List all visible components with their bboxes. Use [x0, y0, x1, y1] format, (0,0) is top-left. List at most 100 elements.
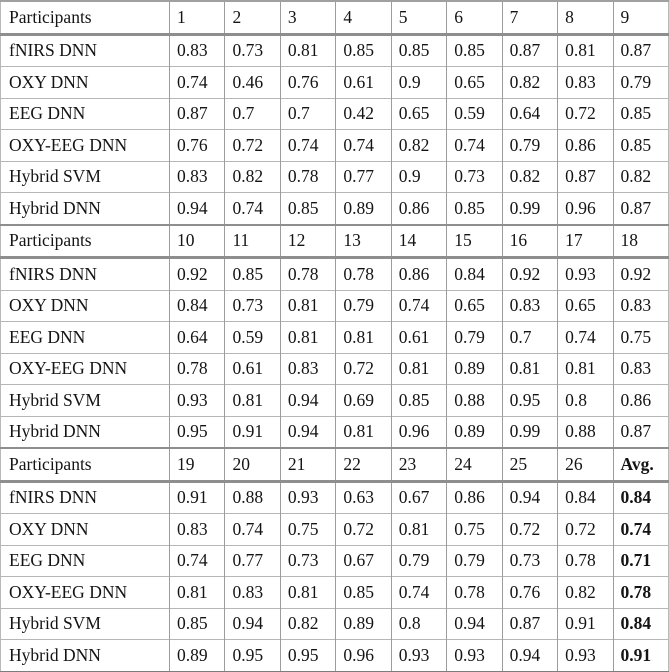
- method-label: Hybrid SVM: [0, 160, 170, 193]
- accuracy-value-cell: 0.91: [557, 607, 613, 640]
- accuracy-value-cell: 0.74: [224, 513, 281, 545]
- accuracy-value-cell: 0.74: [168, 66, 225, 98]
- method-label: Hybrid SVM: [0, 607, 170, 640]
- accuracy-value-cell: 0.85: [612, 129, 669, 161]
- accuracy-value-cell: 0.67: [390, 480, 447, 514]
- accuracy-value-cell: 0.74: [390, 576, 447, 608]
- accuracy-value-cell: 0.72: [501, 513, 558, 545]
- method-row: fNIRS DNN 0.92 0.85 0.78 0.78 0.86 0.84 0.92 0.9…: [0, 257, 669, 290]
- method-row: OXY DNN 0.83 0.74 0.75 0.72 0.81 0.75 0.72 0.72 0…: [0, 513, 669, 545]
- accuracy-value-cell: 0.7: [224, 97, 281, 130]
- accuracy-value-cell: 0.84: [612, 480, 669, 514]
- accuracy-value-cell: 0.87: [501, 607, 558, 640]
- accuracy-value-cell: 0.81: [390, 352, 447, 385]
- accuracy-value-cell: 0.94: [224, 607, 281, 640]
- accuracy-value-cell: 0.82: [224, 160, 281, 193]
- participant-column-header: 15: [446, 223, 503, 259]
- accuracy-value-cell: 0.74: [168, 544, 225, 577]
- accuracy-value-cell: 0.92: [168, 257, 225, 290]
- accuracy-value-cell: 0.83: [501, 289, 558, 322]
- accuracy-value-cell: 0.91: [168, 480, 225, 514]
- accuracy-value-cell: 0.81: [557, 352, 613, 385]
- method-row: Hybrid SVM 0.83 0.82 0.78 0.77 0.9 0.73 0.82 0.8…: [0, 160, 669, 193]
- accuracy-value-cell: 0.95: [224, 639, 281, 672]
- accuracy-value-cell: 0.93: [557, 639, 613, 672]
- accuracy-value-cell: 0.83: [168, 513, 225, 545]
- method-label: OXY DNN: [0, 289, 170, 322]
- accuracy-value-cell: 0.92: [501, 257, 558, 290]
- participant-column-header: Avg.: [612, 447, 669, 483]
- accuracy-value-cell: 0.65: [446, 66, 503, 98]
- accuracy-value-cell: 0.73: [224, 289, 281, 322]
- accuracy-value-cell: 0.82: [279, 607, 336, 640]
- participant-column-header: 23: [390, 447, 447, 483]
- accuracy-value-cell: 0.81: [557, 33, 613, 67]
- method-label: EEG DNN: [0, 97, 170, 130]
- method-row: fNIRS DNN 0.91 0.88 0.93 0.63 0.67 0.86 0.94 0.8…: [0, 480, 669, 514]
- accuracy-value-cell: 0.72: [557, 97, 613, 130]
- method-row: OXY-EEG DNN 0.81 0.83 0.81 0.85 0.74 0.78 0.76 0…: [0, 576, 669, 608]
- accuracy-value-cell: 0.79: [446, 321, 503, 353]
- accuracy-value-cell: 0.85: [335, 33, 392, 67]
- participants-header-label: Participants: [0, 447, 170, 483]
- accuracy-value-cell: 0.74: [335, 129, 392, 161]
- accuracy-value-cell: 0.94: [168, 192, 225, 225]
- participants-header-label: Participants: [0, 223, 170, 259]
- accuracy-value-cell: 0.89: [446, 352, 503, 385]
- accuracy-value-cell: 0.73: [501, 544, 558, 577]
- accuracy-value-cell: 0.9: [390, 160, 447, 193]
- participant-column-header: 7: [501, 0, 558, 36]
- accuracy-value-cell: 0.76: [279, 66, 336, 98]
- accuracy-value-cell: 0.85: [224, 257, 281, 290]
- accuracy-value-cell: 0.84: [168, 289, 225, 322]
- accuracy-value-cell: 0.74: [390, 289, 447, 322]
- accuracy-value-cell: 0.99: [501, 192, 558, 225]
- accuracy-value-cell: 0.81: [279, 33, 336, 67]
- accuracy-value-cell: 0.82: [557, 576, 613, 608]
- participant-column-header: 6: [446, 0, 503, 36]
- accuracy-value-cell: 0.7: [279, 97, 336, 130]
- accuracy-value-cell: 0.93: [446, 639, 503, 672]
- participants-header-label: Participants: [0, 0, 170, 36]
- accuracy-value-cell: 0.87: [557, 160, 613, 193]
- participant-column-header: 25: [501, 447, 558, 483]
- participant-column-header: 12: [279, 223, 336, 259]
- accuracy-value-cell: 0.78: [168, 352, 225, 385]
- accuracy-value-cell: 0.76: [501, 576, 558, 608]
- accuracy-value-cell: 0.77: [224, 544, 281, 577]
- accuracy-value-cell: 0.9: [390, 66, 447, 98]
- accuracy-value-cell: 0.85: [335, 576, 392, 608]
- accuracy-value-cell: 0.82: [390, 129, 447, 161]
- accuracy-value-cell: 0.83: [612, 289, 669, 322]
- participant-column-header: 24: [446, 447, 503, 483]
- accuracy-value-cell: 0.85: [390, 33, 447, 67]
- accuracy-value-cell: 0.95: [279, 639, 336, 672]
- accuracy-value-cell: 0.83: [224, 576, 281, 608]
- accuracy-value-cell: 0.67: [335, 544, 392, 577]
- accuracy-value-cell: 0.85: [279, 192, 336, 225]
- accuracy-value-cell: 0.83: [168, 33, 225, 67]
- participant-column-header: 11: [224, 223, 281, 259]
- accuracy-value-cell: 0.7: [501, 321, 558, 353]
- accuracy-value-cell: 0.65: [557, 289, 613, 322]
- accuracy-value-cell: 0.83: [279, 352, 336, 385]
- method-row: Hybrid DNN 0.89 0.95 0.95 0.96 0.93 0.93 0.94 0.…: [0, 639, 669, 672]
- accuracy-value-cell: 0.91: [224, 415, 281, 448]
- accuracy-value-cell: 0.88: [446, 384, 503, 416]
- accuracy-value-cell: 0.78: [612, 576, 669, 608]
- accuracy-value-cell: 0.83: [557, 66, 613, 98]
- accuracy-value-cell: 0.78: [335, 257, 392, 290]
- accuracy-value-cell: 0.61: [224, 352, 281, 385]
- accuracy-value-cell: 0.8: [557, 384, 613, 416]
- accuracy-value-cell: 0.72: [224, 129, 281, 161]
- method-row: Hybrid DNN 0.95 0.91 0.94 0.81 0.96 0.89 0.99 0.…: [0, 415, 669, 448]
- participant-column-header: 20: [224, 447, 281, 483]
- method-row: Hybrid DNN 0.94 0.74 0.85 0.89 0.86 0.85 0.99 0.…: [0, 192, 669, 225]
- method-row: OXY DNN 0.84 0.73 0.81 0.79 0.74 0.65 0.83 0.65 0…: [0, 289, 669, 322]
- method-label: EEG DNN: [0, 544, 170, 577]
- participant-column-header: 16: [501, 223, 558, 259]
- accuracy-value-cell: 0.81: [168, 576, 225, 608]
- accuracy-value-cell: 0.72: [335, 513, 392, 545]
- accuracy-value-cell: 0.81: [501, 352, 558, 385]
